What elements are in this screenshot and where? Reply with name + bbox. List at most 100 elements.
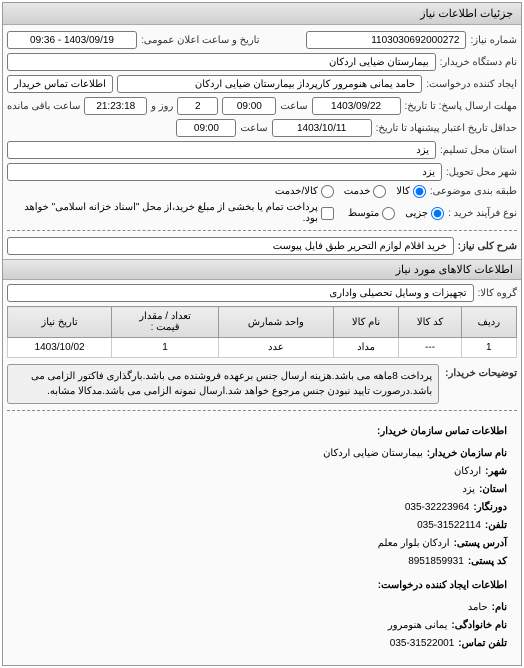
row-budget: طبقه بندی موضوعی: کالا خدمت کالا/خدمت bbox=[7, 185, 517, 198]
group-field: تجهیزات و وسایل تحصیلی واداری bbox=[7, 284, 474, 302]
budget-radio-group: کالا خدمت کالا/خدمت bbox=[275, 185, 426, 198]
contact-org: نام سازمان خریدار:بیمارستان ضیایی اردکان bbox=[17, 445, 507, 463]
contact-name: نام: حامد bbox=[17, 599, 507, 617]
creator-field: حامد یمانی هنومرور کارپرداز بیمارستان ضی… bbox=[117, 75, 422, 93]
contact-postal-label: کد پستی: bbox=[468, 553, 507, 571]
col-name: نام کالا bbox=[333, 307, 399, 338]
contact-name-label: نام: bbox=[492, 599, 507, 617]
city-label: شهر محل تحویل: bbox=[446, 167, 517, 178]
cell-date: 1403/10/02 bbox=[8, 338, 112, 358]
contact-province-val: یزد bbox=[462, 481, 475, 499]
items-header: اطلاعات کالاهای مورد نیاز bbox=[3, 259, 521, 280]
row-process: نوع فرآیند خرید : جزیی متوسط پرداخت تمام… bbox=[7, 202, 517, 224]
col-unit: واحد شمارش bbox=[219, 307, 334, 338]
row-valid: حداقل تاریخ اعتبار پیشنهاد تا تاریخ: 140… bbox=[7, 119, 517, 137]
contact-button[interactable]: اطلاعات تماس خریدار bbox=[7, 75, 113, 93]
process-radio-2[interactable]: متوسط bbox=[348, 207, 395, 220]
contact-address: آدرس پستی:اردکان بلوار معلم bbox=[17, 535, 507, 553]
row-desc: شرح کلی نیاز: خرید اقلام لوازم التحریر ط… bbox=[7, 237, 517, 255]
contact-city: شهر:اردکان bbox=[17, 463, 507, 481]
valid-time: 09:00 bbox=[176, 119, 236, 137]
contact-address-label: آدرس پستی: bbox=[454, 535, 507, 553]
remain-label: ساعت باقی مانده bbox=[7, 101, 80, 112]
row-deadline: مهلت ارسال پاسخ: تا تاریخ: 1403/09/22 سا… bbox=[7, 97, 517, 115]
contact-province: استان: یزد bbox=[17, 481, 507, 499]
row-creator: ایجاد کننده درخواست: حامد یمانی هنومرور … bbox=[7, 75, 517, 93]
cell-name: مداد bbox=[333, 338, 399, 358]
contact-postal: کد پستی:8951859931 bbox=[17, 553, 507, 571]
contact-header: اطلاعات تماس سازمان خریدار: bbox=[17, 423, 507, 441]
pub-date-label: تاریخ و ساعت اعلان عمومی: bbox=[141, 35, 260, 46]
process-radio-1-input[interactable] bbox=[431, 207, 444, 220]
process-checkbox[interactable] bbox=[321, 207, 334, 220]
budget-radio-1-input[interactable] bbox=[413, 185, 426, 198]
row-org: نام دستگاه خریدار: بیمارستان ضیایی اردکا… bbox=[7, 53, 517, 71]
budget-radio-1[interactable]: کالا bbox=[396, 185, 426, 198]
budget-opt1-label: کالا bbox=[396, 186, 410, 197]
contact-phone: تلفن:035-31522114 bbox=[17, 517, 507, 535]
time-label-2: ساعت bbox=[240, 123, 267, 134]
org-label: نام دستگاه خریدار: bbox=[440, 57, 517, 68]
valid-label: حداقل تاریخ اعتبار پیشنهاد تا تاریخ: bbox=[376, 123, 517, 134]
desc-field: خرید اقلام لوازم التحریر طبق فایل پیوست bbox=[7, 237, 454, 255]
creator-label: ایجاد کننده درخواست: bbox=[426, 79, 517, 90]
contact-province-label: استان: bbox=[479, 481, 507, 499]
contact-fax-label: دورنگار: bbox=[473, 499, 507, 517]
contact-fax: دورنگار:035-32223964 bbox=[17, 499, 507, 517]
budget-radio-3-input[interactable] bbox=[321, 185, 334, 198]
contact-postal-val: 8951859931 bbox=[408, 553, 464, 571]
contact-org-label: نام سازمان خریدار: bbox=[427, 445, 507, 463]
pub-date-field: 1403/09/19 - 09:36 bbox=[7, 31, 137, 49]
process-check[interactable]: پرداخت تمام یا بخشی از مبلغ خرید،از محل … bbox=[7, 202, 334, 224]
col-qty-text: تعداد / مقدار bbox=[116, 311, 214, 322]
process-radio-1[interactable]: جزیی bbox=[405, 207, 444, 220]
process-opt1-label: جزیی bbox=[405, 208, 428, 219]
panel-title: جزئیات اطلاعات نیاز bbox=[3, 3, 521, 25]
contact-name-val: حامد bbox=[468, 599, 488, 617]
req-no-field: 1103030692000272 bbox=[306, 31, 466, 49]
contact-lname-label: نام خانوادگی: bbox=[451, 617, 507, 635]
contact-cphone: تلفن تماس:035-31522001 bbox=[17, 635, 507, 653]
col-qty: تعداد / مقدار قیمت : bbox=[112, 307, 219, 338]
process-opt2-label: متوسط bbox=[348, 208, 379, 219]
table-row: 1 --- مداد عدد 1 1403/10/02 bbox=[8, 338, 517, 358]
contact-address-val: اردکان بلوار معلم bbox=[378, 535, 450, 553]
row-province: استان محل تسلیم: یزد bbox=[7, 141, 517, 159]
notes-text: پرداخت 8ماهه می باشد.هزینه ارسال جنس برع… bbox=[7, 364, 439, 404]
cell-n: 1 bbox=[461, 338, 516, 358]
col-code: کد کالا bbox=[399, 307, 461, 338]
cell-code: --- bbox=[399, 338, 461, 358]
group-label: گروه کالا: bbox=[478, 288, 517, 299]
contact-org-val: بیمارستان ضیایی اردکان bbox=[323, 445, 423, 463]
separator-1 bbox=[7, 230, 517, 231]
process-radio-group: جزیی متوسط bbox=[348, 207, 444, 220]
row-req-no: شماره نیاز: 1103030692000272 تاریخ و ساع… bbox=[7, 31, 517, 49]
contact-lname-val: یمانی هنومرور bbox=[388, 617, 448, 635]
budget-opt2-label: خدمت bbox=[344, 186, 371, 197]
process-note: پرداخت تمام یا بخشی از مبلغ خرید،از محل … bbox=[7, 202, 318, 224]
valid-date: 1403/10/11 bbox=[272, 119, 372, 137]
notes-row: توضیحات خریدار: پرداخت 8ماهه می باشد.هزی… bbox=[7, 364, 517, 404]
process-radio-2-input[interactable] bbox=[382, 207, 395, 220]
req-no-label: شماره نیاز: bbox=[470, 35, 517, 46]
budget-radio-3[interactable]: کالا/خدمت bbox=[275, 185, 334, 198]
org-field: بیمارستان ضیایی اردکان bbox=[7, 53, 436, 71]
budget-label: طبقه بندی موضوعی: bbox=[430, 186, 517, 197]
budget-radio-2-input[interactable] bbox=[373, 185, 386, 198]
remain-time: 21:23:18 bbox=[84, 97, 147, 115]
city-field: یزد bbox=[7, 163, 442, 181]
contact-phone-label: تلفن: bbox=[485, 517, 507, 535]
contact-fax-val: 035-32223964 bbox=[405, 499, 470, 517]
table-header-row: ردیف کد کالا نام کالا واحد شمارش تعداد /… bbox=[8, 307, 517, 338]
budget-radio-2[interactable]: خدمت bbox=[344, 185, 387, 198]
contact-city-label: شهر: bbox=[485, 463, 507, 481]
col-date: تاریخ نیاز bbox=[8, 307, 112, 338]
province-field: یزد bbox=[7, 141, 436, 159]
cell-unit: عدد bbox=[219, 338, 334, 358]
desc-label: شرح کلی نیاز: bbox=[458, 241, 517, 252]
col-row: ردیف bbox=[461, 307, 516, 338]
day-label: روز و bbox=[151, 101, 173, 112]
deadline-time: 09:00 bbox=[222, 97, 276, 115]
contact-cphone-val: 035-31522001 bbox=[390, 635, 455, 653]
deadline-date: 1403/09/22 bbox=[312, 97, 401, 115]
